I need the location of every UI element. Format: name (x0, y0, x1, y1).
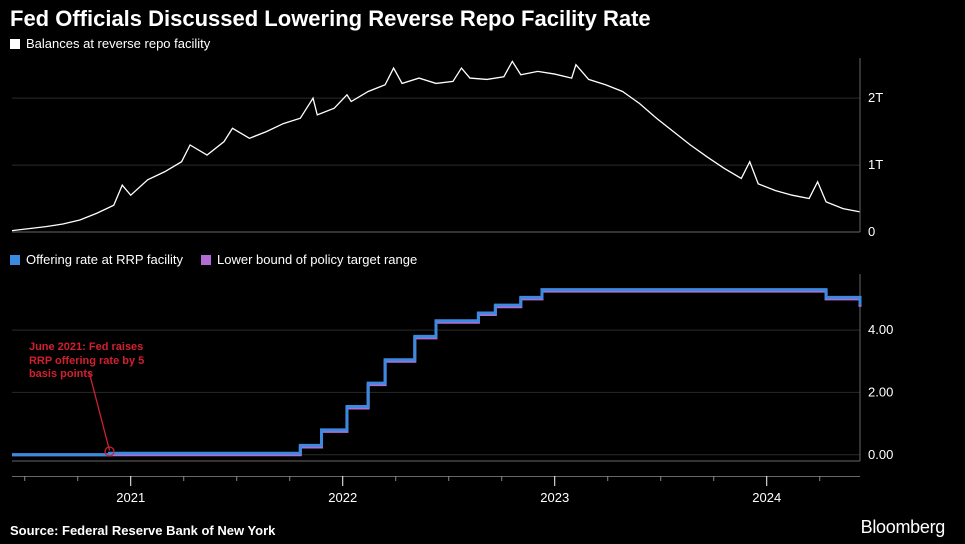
svg-text:4.00: 4.00 (868, 322, 893, 337)
bottom-legend: Offering rate at RRP facility Lower boun… (10, 252, 417, 267)
legend-swatch (10, 39, 20, 49)
annotation-text: June 2021: Fed raises RRP offering rate … (29, 341, 169, 381)
legend-item-offering-rate: Offering rate at RRP facility (10, 252, 183, 267)
legend-item-lower-bound: Lower bound of policy target range (201, 252, 417, 267)
legend-label: Offering rate at RRP facility (26, 252, 183, 267)
svg-text:2023: 2023 (540, 490, 569, 505)
svg-text:0.00: 0.00 (868, 447, 893, 462)
svg-text:2022: 2022 (328, 490, 357, 505)
top-legend: Balances at reverse repo facility (10, 36, 210, 51)
legend-swatch (201, 255, 211, 265)
bottom-chart-panel: 0.002.004.00 Percent June 2021: Fed rais… (10, 270, 955, 475)
svg-text:1T: 1T (868, 157, 883, 172)
x-axis: 2021 2022 2023 2024 (10, 476, 955, 522)
svg-text:2024: 2024 (752, 490, 781, 505)
chart-title: Fed Officials Discussed Lowering Reverse… (10, 6, 651, 32)
legend-item-balances: Balances at reverse repo facility (10, 36, 210, 51)
svg-text:2T: 2T (868, 90, 883, 105)
svg-text:0: 0 (868, 224, 875, 239)
source-text: Source: Federal Reserve Bank of New York (10, 523, 275, 538)
svg-text:2.00: 2.00 (868, 384, 893, 399)
legend-label: Lower bound of policy target range (217, 252, 417, 267)
svg-text:2021: 2021 (116, 490, 145, 505)
brand-logo-text: Bloomberg (861, 517, 945, 538)
top-chart-panel: 01T2T US dollars (10, 54, 955, 244)
legend-label: Balances at reverse repo facility (26, 36, 210, 51)
top-chart-svg: 0 1T 2T (10, 54, 915, 244)
legend-swatch (10, 255, 20, 265)
